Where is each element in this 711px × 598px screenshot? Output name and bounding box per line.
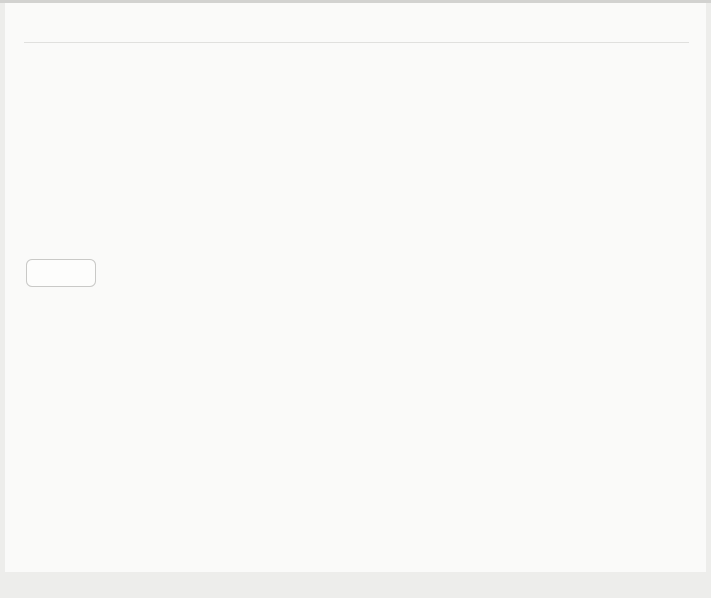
title-divider: [24, 42, 689, 43]
report-card: [5, 3, 706, 572]
window-top-edge: [0, 0, 711, 3]
current-value-indicator: [26, 259, 96, 287]
